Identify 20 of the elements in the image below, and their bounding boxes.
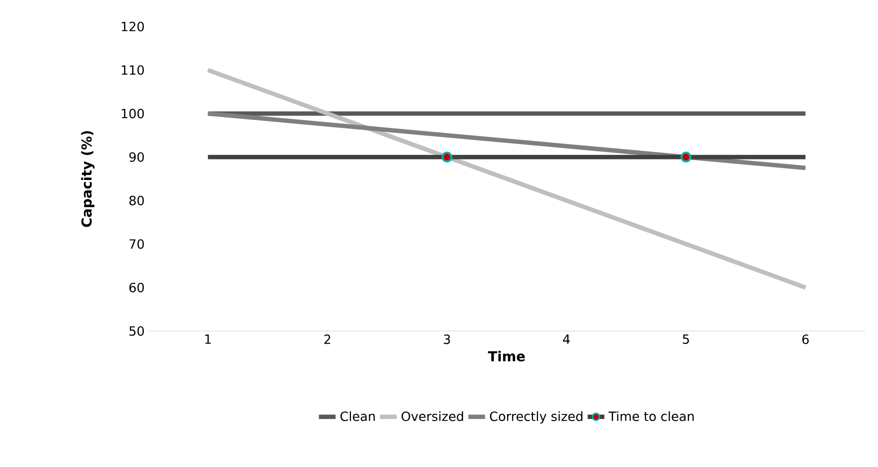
x-tick-label: 4: [563, 334, 570, 344]
y-tick-label: 120: [122, 22, 144, 32]
y-tick-label: 60: [129, 282, 144, 293]
y-tick-label: 70: [130, 239, 144, 250]
y-tick-label: 50: [130, 326, 144, 336]
legend-label: Clean: [340, 411, 375, 422]
x-tick-label: 2: [324, 334, 330, 344]
x-tick-label: 3: [444, 334, 450, 344]
x-tick-label: 1: [205, 334, 211, 344]
x-tick-label: 5: [682, 334, 689, 344]
y-tick-label: 90: [129, 152, 144, 162]
legend-label: Oversized: [402, 411, 464, 422]
y-axis-title: Capacity (%): [81, 131, 95, 228]
x-tick-label: 6: [802, 334, 809, 344]
legend-label: Correctly sized: [490, 411, 582, 424]
y-tick-label: 100: [122, 108, 144, 119]
y-tick-label: 80: [129, 196, 144, 206]
legend-label: Time to clean: [608, 411, 694, 422]
y-tick-label: 110: [122, 65, 144, 76]
x-axis-title: Time: [488, 351, 525, 362]
